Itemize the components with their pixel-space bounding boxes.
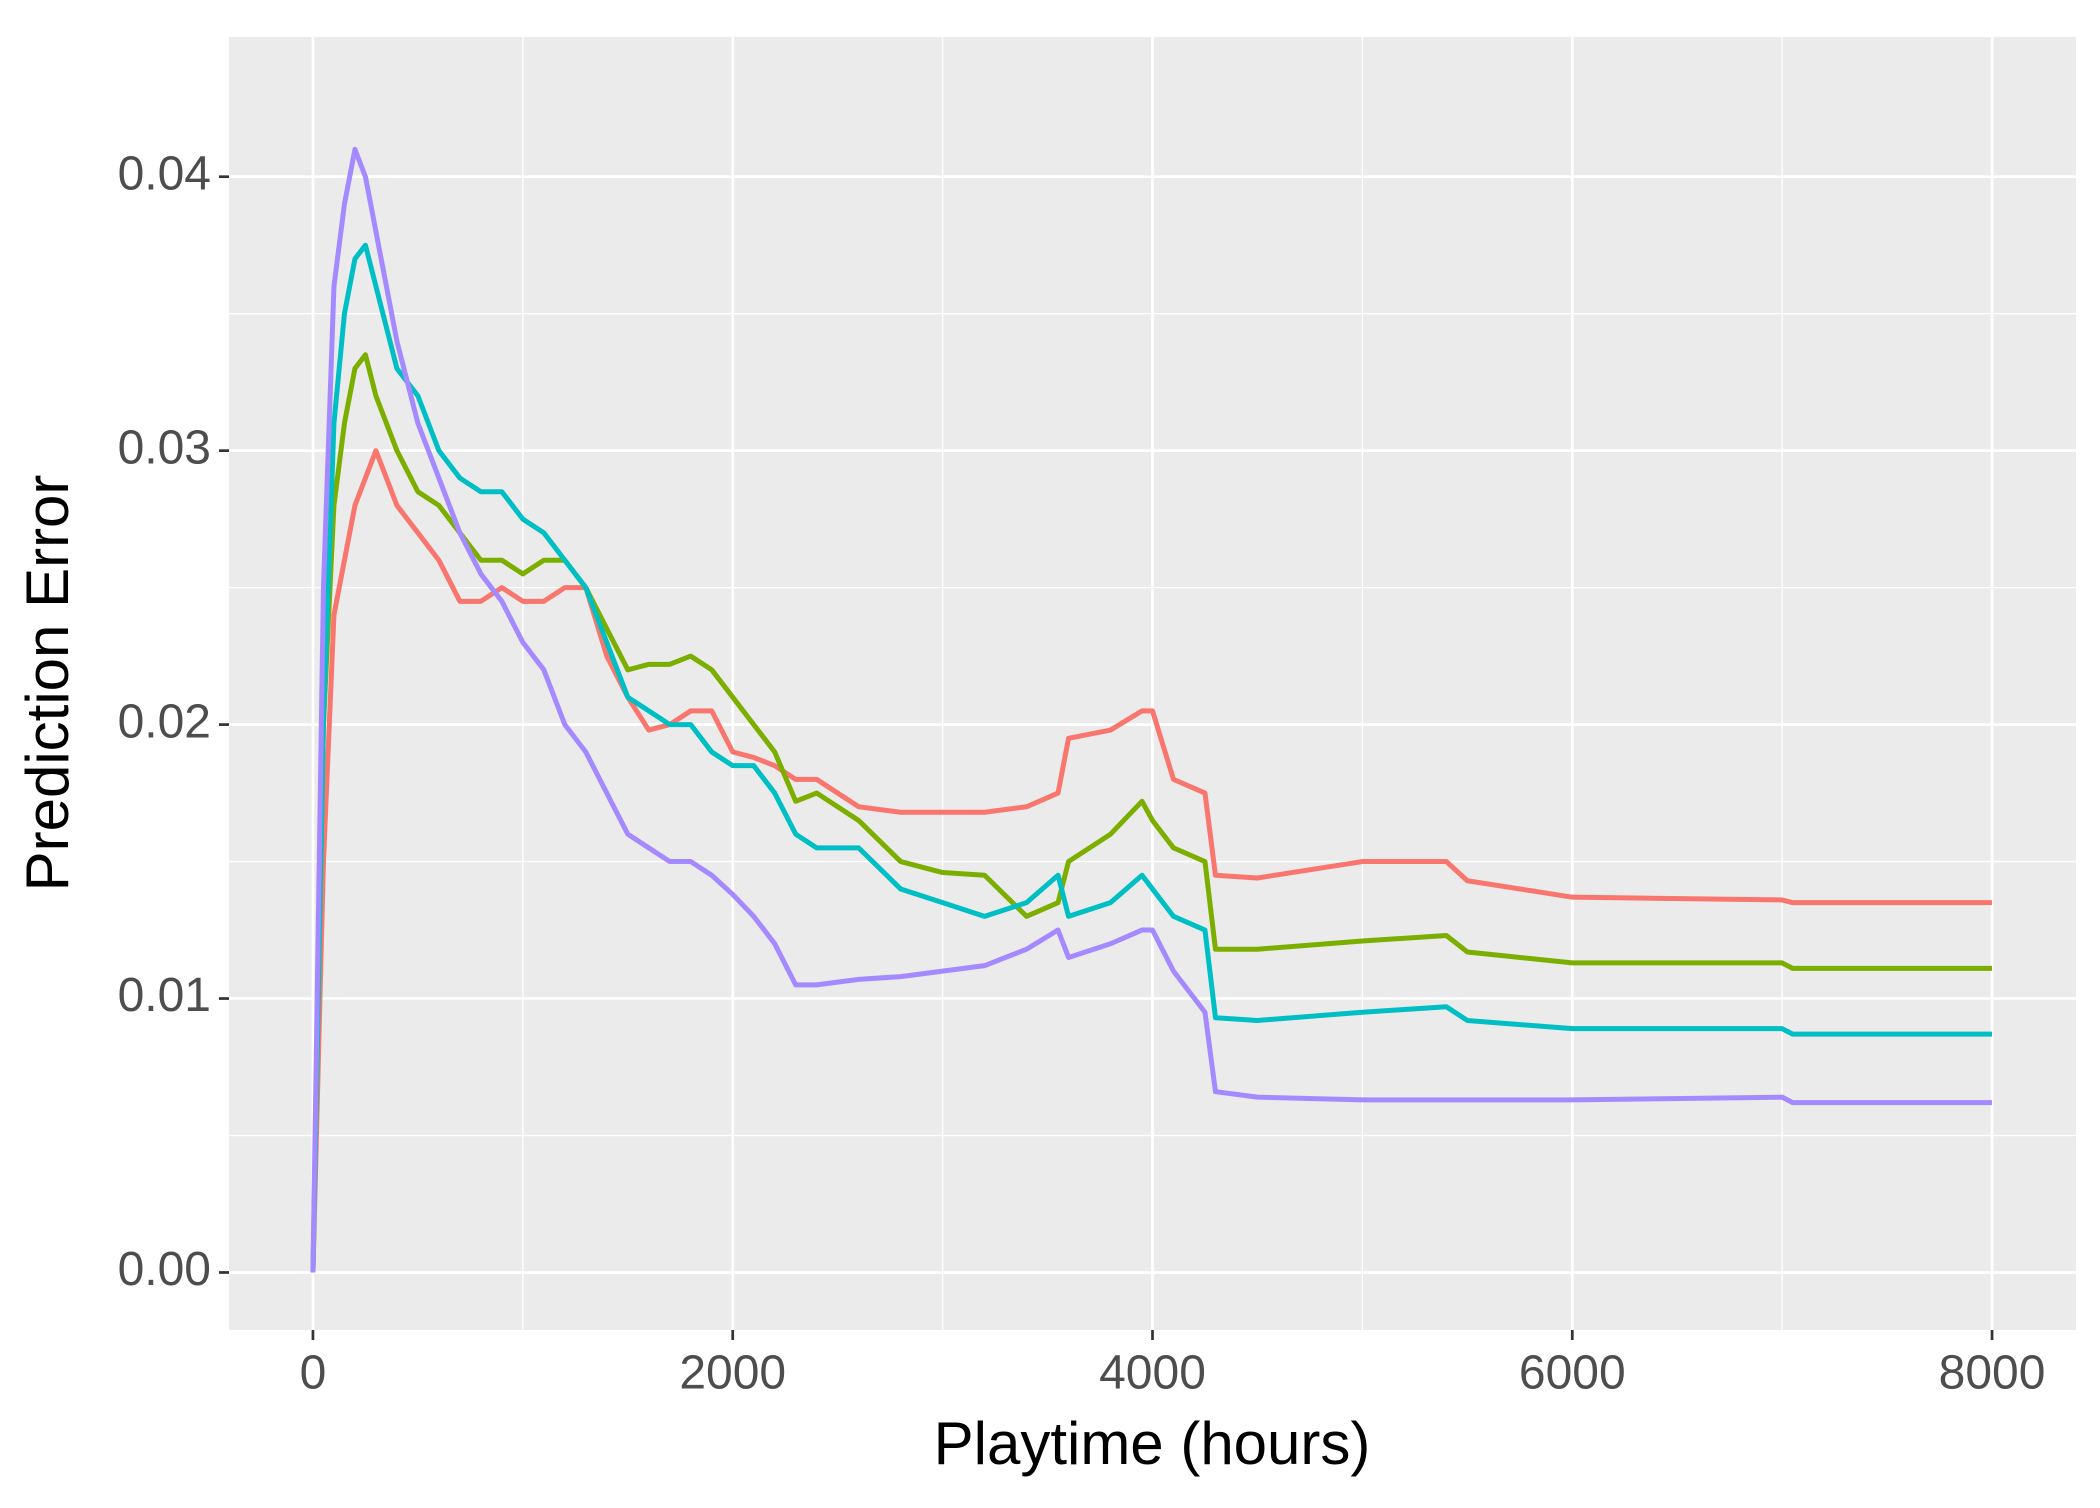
data-line [310, 352, 1993, 1273]
data-line [310, 146, 1993, 1273]
y-tick-label: 0.01 [118, 969, 211, 1022]
x-axis-title: Playtime (hours) [934, 1410, 1371, 1477]
y-tick-label: 0.04 [118, 147, 211, 200]
x-tick-label: 6000 [1519, 1347, 1626, 1400]
y-tick-label: 0.00 [118, 1243, 211, 1296]
data-line [310, 448, 1993, 1273]
x-tick-label: 0 [300, 1347, 327, 1400]
x-tick-label: 4000 [1099, 1347, 1206, 1400]
x-tick-label: 2000 [679, 1347, 786, 1400]
y-axis-title: Prediction Error [14, 475, 81, 892]
data-line [310, 242, 1993, 1273]
y-tick-label: 0.02 [118, 695, 211, 748]
y-tick-label: 0.03 [118, 421, 211, 474]
x-tick-label: 8000 [1939, 1347, 2046, 1400]
